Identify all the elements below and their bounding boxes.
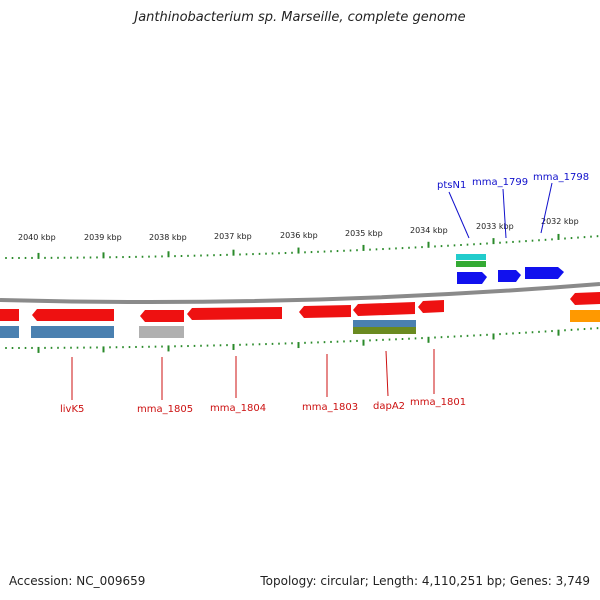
cog-bar (353, 327, 416, 334)
label-leader (385, 350, 389, 397)
gene-arrow[interactable] (525, 267, 564, 279)
cog-bar (456, 261, 486, 267)
gene-label: mma_1801 (410, 397, 466, 408)
tick-row-bottom (5, 327, 599, 353)
label-leader (448, 191, 470, 239)
kbp-label: 2033 kbp (476, 222, 514, 231)
gene-label: dapA2 (373, 401, 405, 412)
gene-arrow[interactable] (353, 302, 415, 316)
kbp-label: 2034 kbp (410, 226, 448, 235)
gene-label: mma_1799 (472, 177, 528, 188)
cog-bar (570, 310, 600, 322)
kbp-label: 2032 kbp (541, 217, 579, 226)
gene-arrow[interactable] (570, 292, 600, 305)
kbp-label: 2035 kbp (345, 229, 383, 238)
cog-bar (456, 254, 486, 260)
kbp-label: 2038 kbp (149, 233, 187, 242)
reverse-genes (0, 292, 600, 338)
gene-label: ptsN1 (437, 180, 466, 191)
map-title: Janthinobacterium sp. Marseille, complet… (134, 10, 466, 25)
genome-backbone (0, 282, 600, 304)
kbp-label: 2036 kbp (280, 231, 318, 240)
accession-label: Accession: NC_009659 (9, 574, 146, 588)
label-leader (540, 182, 553, 234)
gene-label: mma_1803 (302, 402, 358, 413)
kbp-label: 2039 kbp (84, 233, 122, 242)
cog-bar (139, 326, 184, 338)
gene-label: mma_1798 (533, 172, 589, 183)
gene-label: mma_1804 (210, 403, 266, 414)
kbp-labels: 2040 kbp 2039 kbp 2038 kbp 2037 kbp 2036… (18, 217, 579, 242)
gene-arrow[interactable] (418, 300, 444, 313)
gene-arrow[interactable] (498, 270, 521, 282)
gene-arrow[interactable] (140, 310, 184, 322)
kbp-label: 2040 kbp (18, 233, 56, 242)
genome-summary: Topology: circular; Length: 4,110,251 bp… (260, 574, 590, 588)
cog-bar (31, 326, 114, 338)
forward-genes (456, 254, 564, 284)
label-leader (502, 188, 507, 239)
gene-label: livK5 (60, 404, 84, 415)
cog-bar (353, 320, 416, 327)
gene-arrow[interactable] (457, 272, 487, 284)
gene-arrow[interactable] (187, 307, 282, 320)
gene-labels-bottom: livK5 mma_1805 mma_1804 mma_1803 dapA2 m… (60, 349, 466, 415)
tick-row-top (5, 233, 599, 259)
gene-label: mma_1805 (137, 404, 193, 415)
gene-arrow[interactable] (32, 309, 114, 321)
gene-labels-top: ptsN1 mma_1799 mma_1798 (437, 172, 589, 239)
gene-arrow[interactable] (0, 309, 19, 321)
gene-arrow[interactable] (299, 305, 351, 318)
kbp-label: 2037 kbp (214, 232, 252, 241)
cog-bar (0, 326, 19, 338)
